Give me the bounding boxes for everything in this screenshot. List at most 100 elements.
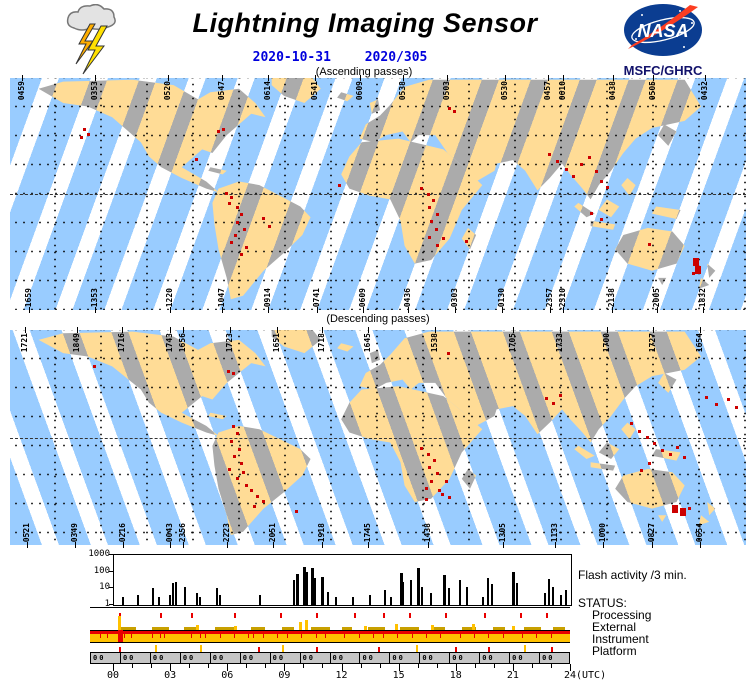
flash-activity-spike	[565, 589, 568, 605]
pass-time-label: 0438	[607, 81, 617, 101]
page-title: Lightning Imaging Sensor	[192, 8, 538, 38]
flash-activity-spike	[215, 587, 218, 605]
time-axis-tick	[417, 664, 419, 668]
pass-time-tick	[603, 542, 605, 548]
instrument-status-tick	[488, 634, 490, 638]
time-axis-tick	[493, 664, 495, 668]
platform-status-tick	[454, 647, 457, 652]
pass-time-tick	[230, 327, 232, 333]
platform-status-tick	[200, 645, 203, 652]
flash-activity-spike	[334, 597, 337, 605]
flash-activity-spike	[511, 572, 515, 605]
lightning-flash-dot	[82, 128, 86, 132]
pass-time-label: 0353	[89, 81, 99, 101]
pass-time-tick	[434, 327, 436, 333]
lightning-flash-dot	[551, 402, 555, 406]
platform-code-cell: 00	[301, 653, 331, 663]
pass-time-tick	[182, 542, 184, 548]
instrument-status-tick	[159, 634, 161, 638]
lightning-flash-dot	[230, 196, 234, 200]
pass-time-label: 0609	[358, 287, 368, 307]
status-row-instrument	[90, 630, 570, 643]
time-axis-tick	[379, 664, 381, 668]
lightning-flash-dot	[637, 429, 641, 433]
pass-time-label: 2051	[267, 522, 277, 542]
lightning-flash-dot	[687, 506, 691, 510]
lightning-flash-dot	[734, 405, 738, 409]
pass-time-label: 1047	[216, 287, 226, 307]
time-axis-tick	[531, 664, 533, 668]
pass-time-label: 1538	[429, 333, 439, 353]
pass-time-tick	[268, 75, 270, 81]
lightning-flash-dot	[653, 442, 657, 445]
external-status-spike	[472, 624, 476, 630]
time-axis-tick	[436, 664, 438, 668]
pass-time-tick	[455, 307, 457, 313]
chart-title: Flash activity /3 min.	[578, 568, 687, 582]
processing-status-tick	[382, 613, 385, 618]
pass-time-tick	[272, 542, 274, 548]
instrument-status-tick	[253, 634, 255, 638]
instrument-status-tick	[550, 634, 552, 638]
instrument-status-tick	[426, 634, 427, 638]
flash-activity-spike	[172, 583, 175, 605]
lightning-flash-dot	[233, 233, 237, 237]
lightning-flash-dot	[572, 174, 576, 178]
date-iso: 2020-10-31	[252, 50, 331, 65]
instrument-status-tick	[411, 634, 413, 638]
time-axis-tick	[151, 664, 153, 668]
lightning-flash-dot	[216, 129, 220, 133]
instrument-status-tick	[130, 634, 132, 638]
flash-activity-spike	[399, 573, 403, 605]
time-axis: (UTC) 00 03 06 09 12 15 18 21 24	[107, 664, 606, 680]
time-axis-tick	[398, 664, 400, 671]
lightning-flash-dot	[79, 136, 83, 139]
lightning-flash-dot	[442, 236, 446, 240]
pass-time-label: 1656	[177, 333, 187, 353]
lightning-flash-dot	[564, 168, 568, 172]
pass-time-tick	[26, 542, 28, 548]
flash-activity-spike	[327, 592, 330, 605]
time-axis-label: 00	[106, 670, 120, 680]
y-axis-tick-label: 100	[93, 565, 110, 576]
lightning-flash-dot	[715, 402, 719, 406]
flash-activity-spike	[311, 568, 315, 605]
pass-time-tick	[505, 75, 507, 81]
external-status-dash	[524, 627, 542, 630]
pass-time-label: 0609	[355, 81, 365, 101]
instrument-status-tick	[382, 634, 384, 638]
pass-time-label: 0654	[695, 522, 705, 542]
time-axis-tick	[341, 664, 343, 671]
pass-time-label: 0457	[543, 81, 553, 101]
platform-status-tick	[258, 647, 260, 652]
lightning-flash-dot	[244, 483, 248, 487]
lightning-flash-dot	[726, 397, 730, 401]
lightning-flash-dot	[430, 480, 434, 484]
lightning-flash-dot	[238, 448, 242, 452]
flash-activity-spike	[195, 593, 198, 605]
pass-time-label: 0505	[648, 81, 658, 101]
lightning-flash-dot	[679, 508, 686, 517]
time-axis-tick	[303, 664, 305, 668]
flash-activity-spike	[416, 567, 420, 605]
pass-time-label: 1716	[116, 333, 126, 353]
equator-line	[10, 194, 746, 195]
lightning-flash-dot	[648, 462, 652, 465]
pass-time-tick	[612, 75, 614, 81]
instrument-status-tick	[99, 634, 101, 638]
pass-time-tick	[447, 75, 449, 81]
pass-time-tick	[606, 327, 608, 333]
pass-time-label: 0530	[500, 81, 510, 101]
time-axis-tick	[360, 664, 362, 668]
pass-time-label: 1849	[71, 333, 81, 353]
lightning-flash-dot	[294, 509, 298, 513]
flash-activity-spike	[198, 597, 201, 605]
instrument-status-tick	[152, 634, 154, 638]
pass-time-label: 1718	[317, 333, 327, 353]
lightning-flash-dot	[645, 435, 649, 439]
pass-time-tick	[612, 307, 614, 313]
pass-time-tick	[221, 307, 223, 313]
platform-status-tick	[282, 645, 284, 652]
lightning-flash-dot	[436, 471, 440, 475]
